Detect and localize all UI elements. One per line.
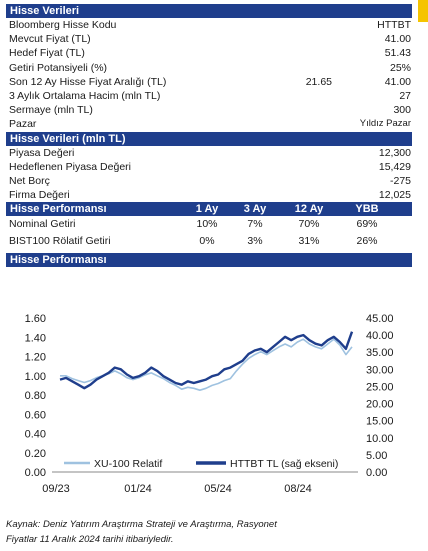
stock-data-mln-table: Piyasa Değeri 12,300 Hedeflenen Piyasa Değ… bbox=[6, 146, 412, 203]
y-left-tick-label: 1.40 bbox=[25, 332, 46, 344]
stock-data-mln-header: Hisse Verileri (mln TL) bbox=[6, 131, 412, 146]
page-tab-marker bbox=[418, 0, 428, 22]
y-right-tick-label: 40.00 bbox=[366, 330, 394, 342]
series-line-httbt bbox=[59, 331, 354, 390]
source-note: Kaynak: Deniz Yatırım Araştırma Strateji… bbox=[6, 517, 416, 547]
y-right-tick-label: 45.00 bbox=[366, 313, 394, 325]
stock-data-label: Getiri Potansiyeli (%) bbox=[9, 61, 108, 74]
stock-data-value: 27 bbox=[399, 89, 411, 102]
stock-data-mln-row: Net Borç -275 bbox=[6, 174, 412, 188]
y-right-tick-label: 30.00 bbox=[366, 364, 394, 376]
stock-data-label: Sermaye (mln TL) bbox=[9, 104, 93, 117]
stock-data-value: 41.00 bbox=[384, 33, 411, 46]
stock-data-mln-label: Firma Değeri bbox=[9, 189, 70, 202]
performance-cell: 70% bbox=[298, 218, 320, 231]
x-tick-label: 09/23 bbox=[42, 483, 70, 495]
stock-data-row: 3 Aylık Ortalama Hacim (mln TL) 27 bbox=[6, 89, 412, 103]
performance-column-header: YBB bbox=[355, 203, 379, 216]
stock-data-row: Hedef Fiyat (TL) 51.43 bbox=[6, 46, 412, 60]
y-left-tick-label: 0.40 bbox=[25, 429, 46, 441]
stock-data-mln-label: Net Borç bbox=[9, 174, 50, 187]
stock-data-value: 25% bbox=[389, 61, 411, 74]
y-left-tick-label: 0.60 bbox=[25, 409, 46, 421]
performance-cell: 0% bbox=[199, 235, 215, 248]
performance-row: Nominal Getiri 10% 7% 70% 69% bbox=[6, 216, 412, 233]
performance-chart-svg: 0.00 0.20 0.40 0.60 0.80 1.00 1.20 1.40 1.60 0.00… bbox=[25, 313, 394, 495]
y-right-tick-label: 25.00 bbox=[366, 381, 394, 393]
stock-data-mln-label: Piyasa Değeri bbox=[9, 146, 75, 159]
performance-cell: 26% bbox=[356, 235, 378, 248]
series-line-xu100-relatif bbox=[60, 338, 353, 391]
performance-chart: 0.00 0.20 0.40 0.60 0.80 1.00 1.20 1.40 1.60 0.00… bbox=[6, 300, 412, 496]
y-left-tick-label: 0.00 bbox=[25, 467, 46, 479]
stock-data-row: Son 12 Ay Hisse Fiyat Aralığı (TL) 21.65 4… bbox=[6, 75, 412, 89]
stock-data-row: Pazar Yıldız Pazar bbox=[6, 117, 412, 131]
performance-row-label: BIST100 Rölatif Getiri bbox=[9, 235, 111, 248]
stock-data-mln-row: Piyasa Değeri 12,300 bbox=[6, 146, 412, 160]
x-tick-label: 01/24 bbox=[124, 483, 152, 495]
stock-data-label: Son 12 Ay Hisse Fiyat Aralığı (TL) bbox=[9, 75, 167, 88]
y-right-tick-label: 0.00 bbox=[366, 467, 387, 479]
performance-cell: 10% bbox=[196, 218, 218, 231]
stock-data-mln-label: Hedeflenen Piyasa Değeri bbox=[9, 160, 131, 173]
stock-data-mid-value: 21.65 bbox=[305, 75, 332, 88]
performance-column-header: 3 Ay bbox=[243, 203, 267, 216]
stock-data-mln-value: -275 bbox=[389, 174, 411, 187]
y-left-tick-label: 1.20 bbox=[25, 352, 46, 364]
performance-column-header: 12 Ay bbox=[294, 203, 324, 216]
performance-cell: 31% bbox=[298, 235, 320, 248]
performance-row-label: Nominal Getiri bbox=[9, 218, 76, 231]
stock-data-value: HTTBT bbox=[377, 19, 411, 31]
stock-data-row: Mevcut Fiyat (TL) 41.00 bbox=[6, 32, 412, 46]
stock-data-table: Bloomberg Hisse Kodu HTTBT Mevcut Fiyat (T… bbox=[6, 18, 412, 132]
stock-data-mln-value: 12,025 bbox=[378, 189, 411, 202]
stock-data-label: 3 Aylık Ortalama Hacim (mln TL) bbox=[9, 89, 161, 102]
y-left-tick-label: 0.80 bbox=[25, 390, 46, 402]
stock-data-mln-value: 15,429 bbox=[378, 160, 411, 173]
stock-data-value: 41.00 bbox=[384, 75, 411, 88]
chart-legend: XU-100 Relatif HTTBT TL (sağ ekseni) bbox=[64, 458, 338, 470]
stock-data-label: Mevcut Fiyat (TL) bbox=[9, 33, 91, 46]
stock-data-header: Hisse Verileri bbox=[6, 4, 412, 18]
legend-label-httbt: HTTBT TL (sağ ekseni) bbox=[230, 458, 338, 470]
performance-cell: 69% bbox=[356, 218, 378, 231]
y-left-tick-label: 1.60 bbox=[25, 313, 46, 325]
performance-header-label: Hisse Performansı bbox=[10, 203, 107, 216]
chart-header: Hisse Performansı bbox=[6, 253, 412, 268]
stock-data-value: Yıldız Pazar bbox=[359, 118, 411, 130]
stock-data-row: Bloomberg Hisse Kodu HTTBT bbox=[6, 18, 412, 32]
stock-data-mln-row: Firma Değeri 12,025 bbox=[6, 188, 412, 202]
y-left-tick-label: 1.00 bbox=[25, 371, 46, 383]
y-right-tick-label: 35.00 bbox=[366, 347, 394, 359]
source-note-line1: Kaynak: Deniz Yatırım Araştırma Strateji… bbox=[6, 519, 277, 530]
performance-table: Nominal Getiri 10% 7% 70% 69% BIST100 Rölatif… bbox=[6, 216, 412, 250]
stock-data-label: Hedef Fiyat (TL) bbox=[9, 47, 85, 60]
x-tick-label: 05/24 bbox=[204, 483, 232, 495]
performance-column-header: 1 Ay bbox=[195, 203, 219, 216]
source-note-line2: Fiyatlar 11 Aralık 2024 tarihi itibariyl… bbox=[6, 534, 174, 545]
stock-data-mln-row: Hedeflenen Piyasa Değeri 15,429 bbox=[6, 160, 412, 174]
stock-data-label: Bloomberg Hisse Kodu bbox=[9, 19, 117, 31]
y-right-tick-label: 15.00 bbox=[366, 416, 394, 428]
performance-header: Hisse Performansı 1 Ay 3 Ay 12 Ay YBB bbox=[6, 202, 412, 217]
y-left-tick-label: 0.20 bbox=[25, 448, 46, 460]
y-right-tick-label: 10.00 bbox=[366, 433, 394, 445]
legend-label-xu100: XU-100 Relatif bbox=[94, 458, 162, 470]
stock-data-row: Sermaye (mln TL) 300 bbox=[6, 103, 412, 117]
performance-cell: 7% bbox=[247, 218, 263, 231]
performance-row: BIST100 Rölatif Getiri 0% 3% 31% 26% bbox=[6, 233, 412, 250]
performance-cell: 3% bbox=[247, 235, 263, 248]
y-right-tick-label: 20.00 bbox=[366, 399, 394, 411]
y-right-tick-label: 5.00 bbox=[366, 450, 387, 462]
stock-data-mln-value: 12,300 bbox=[378, 146, 411, 159]
stock-data-value: 300 bbox=[393, 104, 411, 117]
stock-data-row: Getiri Potansiyeli (%) 25% bbox=[6, 61, 412, 75]
stock-data-value: 51.43 bbox=[384, 47, 411, 60]
stock-data-label: Pazar bbox=[9, 118, 37, 131]
x-tick-label: 08/24 bbox=[284, 483, 312, 495]
stock-data-panel: Hisse Verileri Bloomberg Hisse Kodu HTTBT… bbox=[6, 0, 412, 268]
